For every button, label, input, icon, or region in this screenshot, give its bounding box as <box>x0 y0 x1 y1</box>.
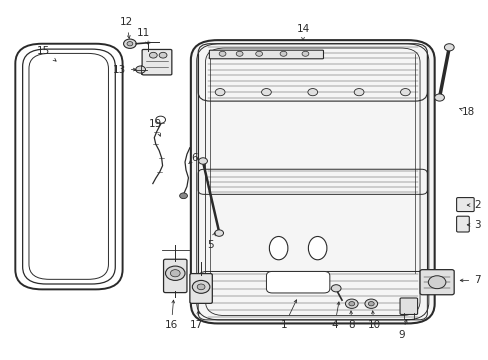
FancyBboxPatch shape <box>209 50 323 59</box>
Circle shape <box>127 41 133 46</box>
Ellipse shape <box>308 237 326 260</box>
Circle shape <box>214 230 223 236</box>
Circle shape <box>179 193 187 199</box>
Text: 15: 15 <box>37 46 56 61</box>
Text: 8: 8 <box>348 311 354 330</box>
Text: 18: 18 <box>458 107 474 117</box>
Circle shape <box>367 302 373 306</box>
Circle shape <box>434 94 444 101</box>
Circle shape <box>302 51 308 56</box>
Circle shape <box>345 299 357 309</box>
Text: 12: 12 <box>120 17 133 39</box>
Text: 3: 3 <box>466 220 480 230</box>
Circle shape <box>348 302 354 306</box>
Circle shape <box>165 266 184 280</box>
Text: 9: 9 <box>397 320 407 340</box>
Circle shape <box>156 116 165 123</box>
Circle shape <box>353 89 363 96</box>
Circle shape <box>261 89 271 96</box>
Circle shape <box>280 51 286 56</box>
Circle shape <box>236 51 243 56</box>
FancyBboxPatch shape <box>399 298 417 315</box>
Circle shape <box>123 39 136 48</box>
FancyBboxPatch shape <box>163 259 186 293</box>
Circle shape <box>136 66 145 73</box>
Text: 13: 13 <box>112 64 136 75</box>
Text: 11: 11 <box>136 28 149 44</box>
Text: 6: 6 <box>188 153 198 164</box>
Text: 1: 1 <box>281 300 296 330</box>
FancyBboxPatch shape <box>189 274 212 303</box>
Circle shape <box>444 44 453 51</box>
Circle shape <box>198 158 207 164</box>
Circle shape <box>427 276 445 289</box>
Circle shape <box>149 52 157 58</box>
Text: 2: 2 <box>466 200 480 210</box>
Circle shape <box>400 89 409 96</box>
Ellipse shape <box>269 237 287 260</box>
Circle shape <box>170 270 180 277</box>
Text: 14: 14 <box>296 24 309 40</box>
Circle shape <box>197 284 204 290</box>
Text: 16: 16 <box>164 300 178 330</box>
Text: 4: 4 <box>331 302 339 330</box>
Text: 19: 19 <box>149 120 162 136</box>
Circle shape <box>219 51 225 56</box>
Circle shape <box>364 299 377 309</box>
FancyBboxPatch shape <box>142 49 171 75</box>
Circle shape <box>255 51 262 56</box>
FancyBboxPatch shape <box>456 198 473 212</box>
Text: 5: 5 <box>206 233 215 249</box>
Text: 17: 17 <box>190 311 203 330</box>
Text: 10: 10 <box>367 311 380 330</box>
Circle shape <box>192 280 209 293</box>
FancyBboxPatch shape <box>266 271 329 293</box>
FancyBboxPatch shape <box>456 216 468 232</box>
Circle shape <box>330 285 340 292</box>
FancyBboxPatch shape <box>190 40 434 323</box>
Circle shape <box>215 89 224 96</box>
FancyBboxPatch shape <box>419 270 453 295</box>
Circle shape <box>159 52 166 58</box>
Circle shape <box>307 89 317 96</box>
Text: 7: 7 <box>459 275 480 285</box>
